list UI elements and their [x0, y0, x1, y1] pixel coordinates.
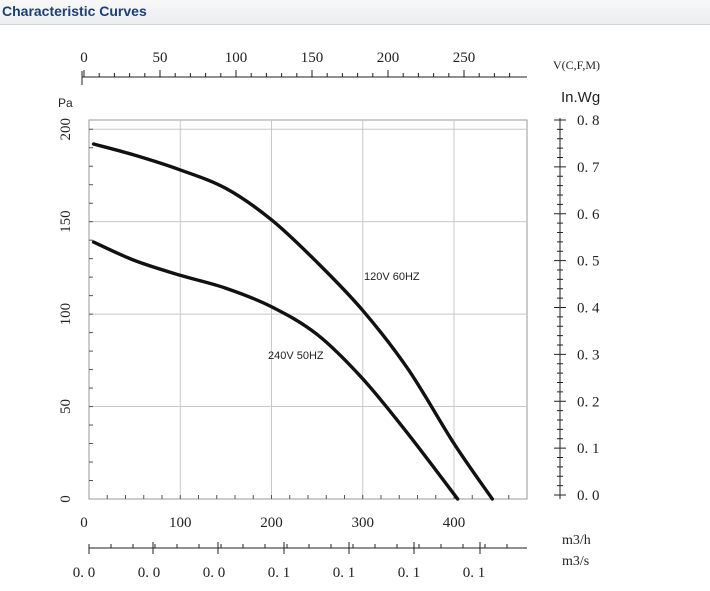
m3s-tick-label: 0. 1 [398, 565, 421, 581]
inwg-tick-label: 0. 1 [577, 441, 600, 457]
pa-tick-label: 200 [58, 118, 74, 141]
inwg-tick-label: 0. 3 [577, 347, 600, 363]
series-line-240v-50hz [91, 240, 460, 501]
inwg-tick-label: 0. 0 [577, 488, 600, 504]
velocity-tick-label: 0 [80, 50, 88, 66]
pa-tick-label: 100 [58, 303, 74, 326]
pressure-pa-axis: Pa 0 50 100 150 200 [58, 96, 74, 503]
series-label-240v-50hz: 240V 50HZ [268, 350, 324, 362]
inwg-axis-label: In.Wg [561, 89, 600, 106]
velocity-axis-label: V(C,F,M) [553, 58, 600, 72]
m3s-tick-label: 0. 1 [333, 565, 356, 581]
pa-tick-label: 0 [58, 495, 74, 503]
series-labels: 120V 60HZ 240V 50HZ [268, 271, 420, 362]
m3s-tick-label: 0. 0 [203, 565, 226, 581]
plot-area [88, 119, 528, 500]
velocity-axis: 0 50 100 150 200 250 V(C,F,M) [80, 50, 600, 85]
inwg-tick-label: 0. 5 [577, 254, 600, 270]
m3s-tick-label: 0. 1 [463, 565, 486, 581]
inwg-tick-label: 0. 8 [577, 113, 600, 129]
m3s-tick-label: 0. 1 [268, 565, 291, 581]
pa-tick-label: 50 [58, 399, 74, 414]
velocity-tick-label: 250 [453, 50, 476, 66]
m3s-axis-label: m3/s [562, 554, 589, 569]
m3h-tick-label: 0 [80, 515, 88, 531]
inwg-tick-label: 0. 2 [577, 394, 600, 410]
airflow-m3s-axis: 0. 0 0. 0 0. 0 0. 1 0. 1 0. 1 0. 1 m3/s [73, 542, 589, 581]
series-lines [91, 142, 495, 501]
inwg-tick-label: 0. 4 [577, 301, 600, 317]
series-label-120v-60hz: 120V 60HZ [364, 271, 420, 283]
inwg-tick-label: 0. 6 [577, 207, 600, 223]
velocity-tick-label: 100 [225, 50, 248, 66]
section-header: Characteristic Curves [0, 0, 710, 25]
m3h-tick-label: 200 [260, 515, 283, 531]
m3h-tick-label: 100 [169, 515, 192, 531]
minor-ticks [89, 128, 510, 499]
m3h-axis-label: m3/h [562, 533, 591, 548]
velocity-tick-label: 200 [377, 50, 400, 66]
pa-tick-label: 150 [58, 210, 74, 233]
velocity-tick-label: 50 [153, 50, 168, 66]
m3s-tick-label: 0. 0 [73, 565, 96, 581]
inwg-tick-label: 0. 7 [577, 160, 600, 176]
velocity-tick-label: 150 [301, 50, 324, 66]
pa-axis-label: Pa [58, 96, 73, 110]
pressure-inwg-axis: In.Wg 0. 0 0. 1 0. 2 0. 3 0. 4 0. 5 0. 6 0. 7 0. … [554, 89, 600, 504]
series-line-120v-60hz [91, 142, 495, 501]
m3h-tick-label: 400 [443, 515, 466, 531]
section-title: Characteristic Curves [2, 3, 147, 19]
m3s-tick-label: 0. 0 [138, 565, 161, 581]
grid-lines [89, 120, 527, 499]
airflow-m3h-axis: 0 100 200 300 400 m3/h [80, 515, 591, 548]
m3h-tick-label: 300 [352, 515, 375, 531]
